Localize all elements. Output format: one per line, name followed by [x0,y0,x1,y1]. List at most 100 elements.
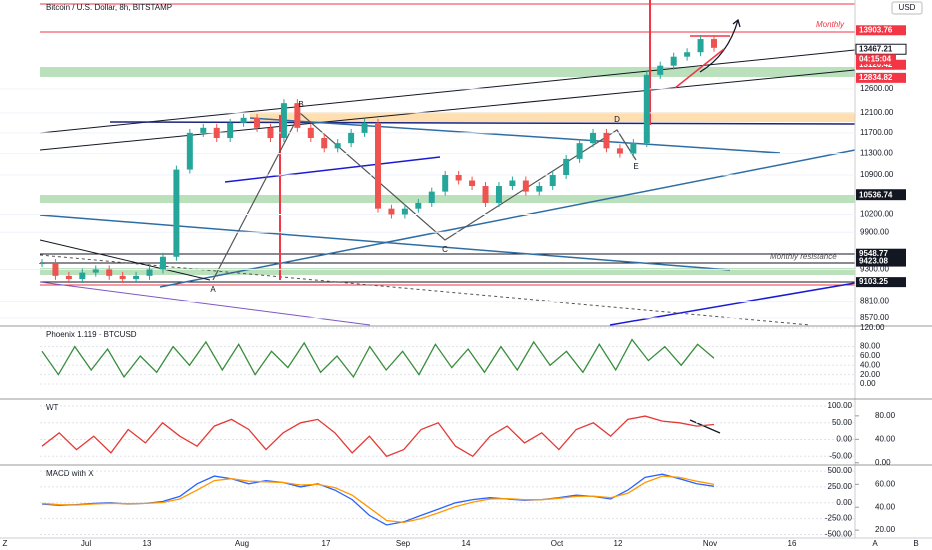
x-tick-label: Jul [81,539,91,548]
candle [549,175,556,187]
candle [39,263,45,265]
price-label-box [856,248,906,259]
y-tick-label: 250.00 [828,482,853,491]
zone [40,195,855,203]
panel-title: WT [46,403,59,412]
countdown: 04:15:04 [859,54,892,63]
candle [348,132,355,144]
trendline [39,69,856,151]
price-label-box [856,59,906,70]
price-label-box [856,25,906,36]
arrow [699,19,739,73]
price-label: 9423.08 [859,257,888,266]
y-tick-label: 0.00 [836,498,852,507]
candle [240,117,247,123]
candle [563,158,570,176]
y-tick-label: 9900.00 [860,227,889,236]
annotation: A [210,285,216,294]
candle [495,186,502,203]
x-tick-label: 14 [462,539,471,548]
arrow [674,48,725,89]
candle [670,56,677,66]
zone [40,67,855,77]
y-tick-label: 8810.00 [860,297,889,306]
candle [509,180,516,187]
price-label: 9103.25 [859,277,888,286]
trendline [39,49,856,134]
y2-tick-label: 40.00 [875,502,896,511]
candle [79,272,86,280]
panel-title: MACD with X [46,469,94,478]
candle [388,208,395,215]
price-label: 10536.74 [859,190,893,199]
candle [697,39,704,53]
candle [119,275,126,280]
annotation: E [633,162,638,171]
zone [250,112,855,122]
chart-title: Bitcoin / U.S. Dollar, 8h, BITSTAMP [46,3,172,12]
indicator-line [41,338,715,379]
y-tick-label: 40.00 [860,360,881,369]
candle [482,186,489,203]
candle [469,180,476,187]
x-tick-label: B [913,539,918,548]
price-label-box [856,277,906,288]
y2-tick-label: 20.00 [875,525,896,534]
candle [186,132,193,170]
y-tick-label: 9300.00 [860,265,889,274]
candle [267,127,274,138]
trendline [109,121,856,125]
currency-box[interactable] [891,1,923,15]
candle [711,39,717,48]
candle [52,263,59,276]
y-tick-label: 11700.00 [860,128,893,137]
arrow-head [732,18,741,28]
x-tick-label: Z [3,539,8,548]
candle [455,175,462,181]
price-label: 13903.76 [859,25,893,34]
candle [630,143,637,154]
price-label-box [856,256,906,267]
candle [603,132,610,149]
candle [65,275,72,280]
currency[interactable]: USD [899,3,916,12]
price-label: 9548.77 [859,249,888,258]
trendline [39,239,211,281]
y-tick-label: -250.00 [825,514,853,523]
x-tick-label: Aug [235,539,249,548]
y-tick-label: 10900.00 [860,170,894,179]
x-tick-label: 13 [143,539,152,548]
annotation: Monthly resistance [770,252,837,261]
y-tick-label: 20.00 [860,370,881,379]
y-tick-label: 10200.00 [860,210,894,219]
x-tick-label: Oct [551,539,564,548]
y-tick-label: 11300.00 [860,149,893,158]
zone [40,268,855,275]
candle [159,256,166,270]
candle [146,269,153,276]
indicator-line [41,415,715,458]
candle [415,202,422,209]
price-label: 13467.21 [859,44,893,53]
candle [173,169,180,257]
x-tick-label: Nov [703,539,717,548]
y-tick-label: 0.00 [836,435,852,444]
trendline [224,156,441,183]
annotation: Monthly [816,20,845,29]
y-tick-label: 120.00 [860,323,885,332]
candle [590,132,597,144]
x-tick-label: 16 [788,539,797,548]
candle [375,122,381,209]
candle [294,103,301,128]
countdown-box [856,54,896,65]
candle [92,269,99,273]
y-tick-label: 100.00 [828,401,853,410]
annotation: B [298,100,303,109]
price-label-box [856,72,906,83]
candle [401,208,408,215]
candle [200,127,207,133]
candle [428,191,435,203]
candle [254,117,261,128]
